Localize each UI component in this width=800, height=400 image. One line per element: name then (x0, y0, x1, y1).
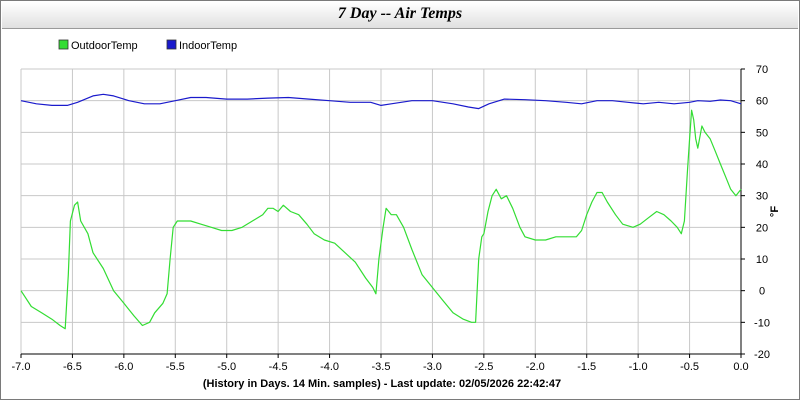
legend-swatch-outdoortemp (58, 39, 69, 50)
chart-title: 7 Day -- Air Temps (337, 5, 463, 22)
x-tick-label: -4.0 (320, 361, 339, 373)
y-tick-label: -20 (754, 349, 770, 361)
x-tick-label: -3.5 (372, 361, 391, 373)
title-bar: 7 Day -- Air Temps (2, 2, 798, 29)
x-tick-label: -5.5 (166, 361, 185, 373)
series-line-outdoortemp (20, 109, 742, 330)
x-tick-label: -2.0 (526, 361, 545, 373)
y-tick-label: 70 (756, 64, 768, 76)
x-tick-label: 0.0 (733, 361, 748, 373)
x-tick-label: -5.0 (217, 361, 236, 373)
x-tick-label: -2.5 (474, 361, 493, 373)
x-tick-label: -3.0 (423, 361, 442, 373)
y-tick-label: 0 (759, 286, 765, 298)
x-tick-label: -0.5 (680, 361, 699, 373)
y-tick-label: 50 (756, 127, 768, 139)
y-tick-label: 10 (756, 254, 768, 266)
legend-label-indoortemp: IndoorTemp (179, 40, 237, 52)
x-tick-label: -1.0 (629, 361, 648, 373)
legend-swatch-indoortemp (166, 39, 177, 50)
series-line-indoortemp (20, 93, 742, 110)
y-axis-label: °F (769, 206, 781, 217)
legend-label-outdoortemp: OutdoorTemp (71, 40, 138, 52)
x-tick-label: -7.0 (12, 361, 31, 373)
x-tick-label: -6.5 (63, 361, 82, 373)
y-tick-label: 40 (756, 159, 768, 171)
y-tick-label: 20 (756, 222, 768, 234)
y-tick-label: -10 (754, 317, 770, 329)
x-tick-label: -4.5 (269, 361, 288, 373)
y-tick-label: 60 (756, 96, 768, 108)
x-tick-label: -1.5 (577, 361, 596, 373)
y-tick-label: 30 (756, 191, 768, 203)
x-tick-label: -6.0 (114, 361, 133, 373)
x-axis-label: (History in Days. 14 Min. samples) - Las… (203, 378, 561, 390)
